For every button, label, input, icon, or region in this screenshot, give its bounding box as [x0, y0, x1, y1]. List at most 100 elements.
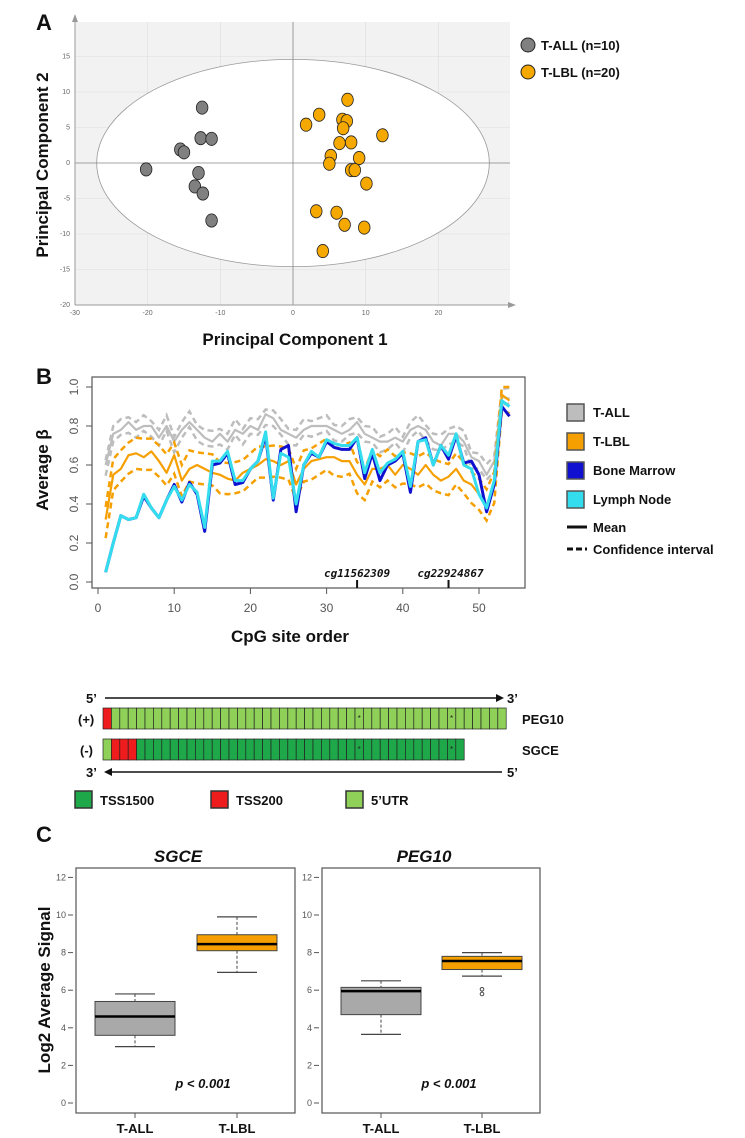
legend-swatch: [210, 790, 229, 809]
ci-upper-t-lbl: [104, 385, 510, 508]
cpg-cell: [195, 707, 205, 730]
data-point: [341, 92, 354, 107]
x-tick-label: 10: [362, 310, 370, 317]
data-point: [344, 135, 358, 150]
plot-frame: [75, 867, 296, 1114]
y-tick-label: 6: [307, 985, 312, 995]
x-tick-label: 20: [244, 601, 258, 615]
cpg-cell: [279, 707, 289, 730]
star-mark: *: [358, 714, 361, 723]
cpg-cell: [379, 707, 389, 730]
cpg-cell: [228, 707, 238, 730]
data-point: [205, 213, 218, 228]
cpg-cell: [405, 707, 415, 730]
legend-label: T-ALL: [593, 405, 630, 420]
cpg-cell: [321, 738, 331, 761]
cpg-cell: [279, 738, 289, 761]
data-point: [323, 156, 336, 171]
outlier-point: [479, 991, 485, 997]
cpg-cell: [295, 738, 305, 761]
legend-marker: [520, 64, 536, 80]
cpg-cell: [287, 738, 297, 761]
data-point: [139, 162, 153, 177]
cpg-cell: [262, 738, 272, 761]
cpg-cell: [245, 707, 255, 730]
cpg-cell: [337, 738, 347, 761]
y-tick-label: 10: [302, 910, 312, 920]
data-point: [333, 136, 346, 151]
x-tick-label: T-ALL: [363, 1121, 400, 1136]
cpg-cell: [489, 707, 499, 730]
y-tick-label: 8: [307, 948, 312, 958]
y-tick-label: 10: [62, 89, 70, 96]
cpg-cell: [203, 738, 213, 761]
cpg-cell: [144, 738, 154, 761]
cpg-cell: [237, 738, 247, 761]
cpg-cell: [270, 707, 280, 730]
cpg-cell: [102, 738, 112, 761]
cpg-cell: [178, 738, 188, 761]
cpg-cell: [119, 738, 129, 761]
cpg-cell: [371, 707, 381, 730]
mean-line-t-lbl: [104, 393, 511, 520]
data-point: [338, 217, 351, 232]
cpg-cell: [169, 707, 179, 730]
x-tick-label: -20: [143, 310, 153, 317]
x-tick-label: 0: [291, 310, 295, 317]
cpg-cell: [169, 738, 179, 761]
expression-box-plots: SGCE 0 2 4 6 8 10 12 T-ALL T-LBL p < 0.001 PEG10 0 2 4…: [35, 847, 541, 1136]
cpg-cell: [102, 707, 112, 730]
y-tick-label: 12: [302, 872, 312, 882]
legend-label: TSS1500: [100, 793, 154, 808]
y-tick-label: 4: [307, 1023, 312, 1033]
data-point: [177, 145, 191, 160]
y-axis-title: Average β: [33, 429, 52, 511]
outlier-point: [479, 986, 485, 992]
cpg-cell: [396, 738, 406, 761]
cpg-cell: [211, 707, 221, 730]
data-point: [358, 220, 371, 235]
p-value-annotation: p < 0.001: [174, 1076, 230, 1091]
cpg-cell: [405, 738, 415, 761]
y-tick-label: 8: [61, 948, 66, 958]
mean-line-lymph-node: [104, 399, 511, 573]
legend-label: Confidence interval: [593, 542, 714, 557]
cpg-cell: [379, 738, 389, 761]
cpg-cell: [430, 738, 440, 761]
cpg-cell: [388, 738, 398, 761]
cpg-cell: [455, 707, 465, 730]
ci-lower-t-lbl: [104, 408, 510, 539]
cpg-cell: [472, 707, 482, 730]
cpg-cell: [153, 707, 163, 730]
cpg-cell: [497, 707, 507, 730]
arrow-head: [496, 694, 504, 702]
cpg-cell: [455, 738, 465, 761]
cpg-cell: [195, 738, 205, 761]
data-point: [312, 107, 326, 122]
strand-label: 5’: [507, 765, 518, 780]
cpg-cell: [346, 738, 356, 761]
y-tick-label: 2: [61, 1060, 66, 1070]
cpg-cell: [329, 738, 339, 761]
legend-swatch: [345, 790, 364, 809]
plot-title: PEG10: [397, 847, 452, 866]
panel-label-a: A: [36, 10, 52, 35]
y-tick-label: 1.0: [67, 378, 81, 395]
cpg-cell: [136, 707, 146, 730]
cpg-cell: [413, 738, 423, 761]
plot-frame: [91, 376, 526, 589]
x-tick-label: 0: [95, 601, 102, 615]
data-point: [352, 151, 366, 166]
y-tick-label: 0: [307, 1098, 312, 1108]
cpg-cell: [178, 707, 188, 730]
y-tick-label: -5: [64, 196, 70, 203]
cpg-cell: [438, 738, 448, 761]
panel-label-b: B: [36, 364, 52, 389]
cpg-cell: [211, 738, 221, 761]
cpg-cell: [430, 707, 440, 730]
cpg-cell: [136, 738, 146, 761]
data-point: [310, 204, 323, 219]
cpg-cell: [304, 738, 314, 761]
arrow-head: [104, 768, 112, 776]
cpg-cell: [186, 707, 196, 730]
